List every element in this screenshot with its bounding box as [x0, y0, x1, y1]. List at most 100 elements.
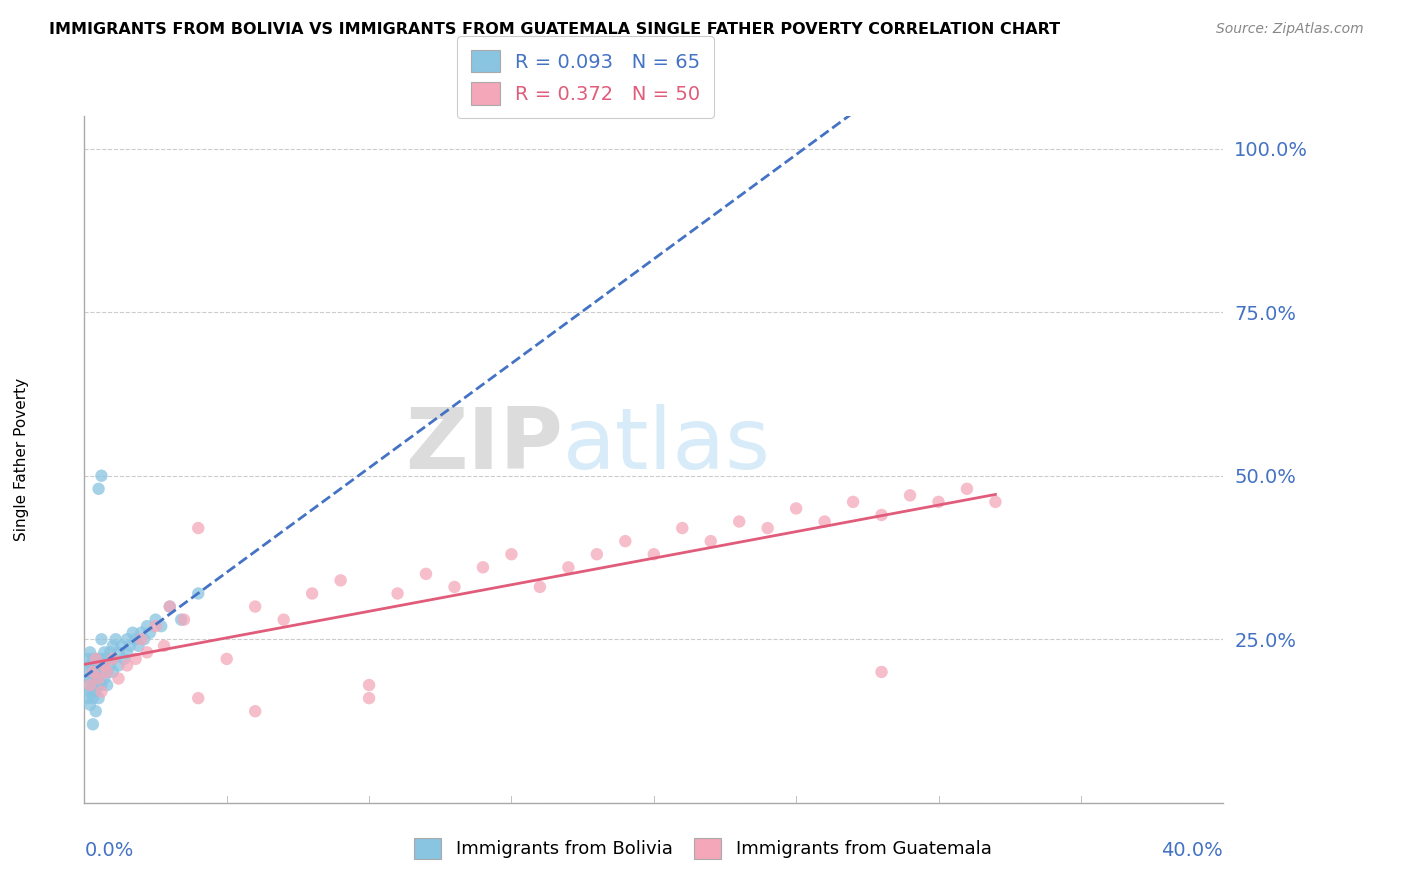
Point: [101, 652, 124, 666]
Point: [79, 672, 101, 686]
Point: [728, 515, 751, 529]
Point: [115, 632, 138, 647]
Point: [928, 495, 950, 509]
Point: [814, 515, 837, 529]
Point: [118, 639, 141, 653]
Point: [359, 691, 381, 706]
Point: [93, 658, 115, 673]
Point: [359, 678, 381, 692]
Point: [107, 645, 129, 659]
Point: [121, 625, 143, 640]
Point: [756, 521, 779, 535]
Point: [124, 652, 146, 666]
Point: [84, 652, 107, 666]
Point: [245, 599, 267, 614]
Point: [472, 560, 495, 574]
Point: [150, 619, 173, 633]
Point: [101, 639, 124, 653]
Legend: R = 0.093   N = 65, R = 0.372   N = 50: R = 0.093 N = 65, R = 0.372 N = 50: [457, 37, 714, 119]
Point: [984, 495, 1007, 509]
Point: [82, 658, 104, 673]
Point: [586, 547, 609, 561]
Point: [273, 613, 295, 627]
Point: [131, 632, 153, 647]
Point: [443, 580, 465, 594]
Point: [415, 566, 437, 581]
Point: [159, 599, 181, 614]
Point: [79, 658, 101, 673]
Text: 0.0%: 0.0%: [84, 840, 134, 860]
Point: [90, 678, 112, 692]
Point: [842, 495, 865, 509]
Text: ZIP: ZIP: [405, 404, 562, 487]
Point: [110, 639, 132, 653]
Point: [557, 560, 579, 574]
Point: [76, 678, 98, 692]
Point: [187, 691, 209, 706]
Point: [671, 521, 693, 535]
Point: [90, 632, 112, 647]
Point: [76, 665, 98, 679]
Point: [98, 658, 121, 673]
Point: [82, 665, 104, 679]
Point: [101, 665, 124, 679]
Point: [136, 645, 159, 659]
Point: [700, 534, 723, 549]
Point: [82, 652, 104, 666]
Point: [96, 665, 118, 679]
Text: Source: ZipAtlas.com: Source: ZipAtlas.com: [1216, 22, 1364, 37]
Point: [124, 632, 146, 647]
Point: [107, 672, 129, 686]
Point: [82, 717, 104, 731]
Point: [170, 613, 193, 627]
Point: [112, 652, 135, 666]
Point: [215, 652, 238, 666]
Point: [956, 482, 979, 496]
Point: [87, 665, 110, 679]
Point: [79, 678, 101, 692]
Point: [90, 468, 112, 483]
Point: [245, 704, 267, 718]
Point: [136, 619, 159, 633]
Point: [153, 639, 176, 653]
Text: 40.0%: 40.0%: [1161, 840, 1223, 860]
Point: [614, 534, 637, 549]
Legend: Immigrants from Bolivia, Immigrants from Guatemala: Immigrants from Bolivia, Immigrants from…: [404, 827, 1002, 870]
Point: [870, 508, 893, 522]
Point: [82, 665, 104, 679]
Point: [84, 684, 107, 698]
Point: [134, 632, 156, 647]
Point: [84, 678, 107, 692]
Point: [79, 684, 101, 698]
Point: [329, 574, 352, 588]
Point: [79, 698, 101, 712]
Point: [93, 672, 115, 686]
Point: [104, 632, 127, 647]
Point: [173, 613, 195, 627]
Point: [301, 586, 323, 600]
Point: [84, 704, 107, 718]
Point: [82, 678, 104, 692]
Point: [96, 678, 118, 692]
Point: [131, 625, 153, 640]
Point: [785, 501, 807, 516]
Point: [84, 652, 107, 666]
Point: [87, 482, 110, 496]
Point: [159, 599, 181, 614]
Point: [90, 652, 112, 666]
Point: [84, 665, 107, 679]
Point: [93, 658, 115, 673]
Point: [115, 645, 138, 659]
Point: [76, 691, 98, 706]
Point: [76, 652, 98, 666]
Point: [387, 586, 409, 600]
Point: [187, 586, 209, 600]
Text: atlas: atlas: [562, 404, 770, 487]
Point: [82, 691, 104, 706]
Point: [139, 625, 162, 640]
Point: [93, 645, 115, 659]
Point: [90, 665, 112, 679]
Point: [87, 652, 110, 666]
Point: [96, 665, 118, 679]
Point: [870, 665, 893, 679]
